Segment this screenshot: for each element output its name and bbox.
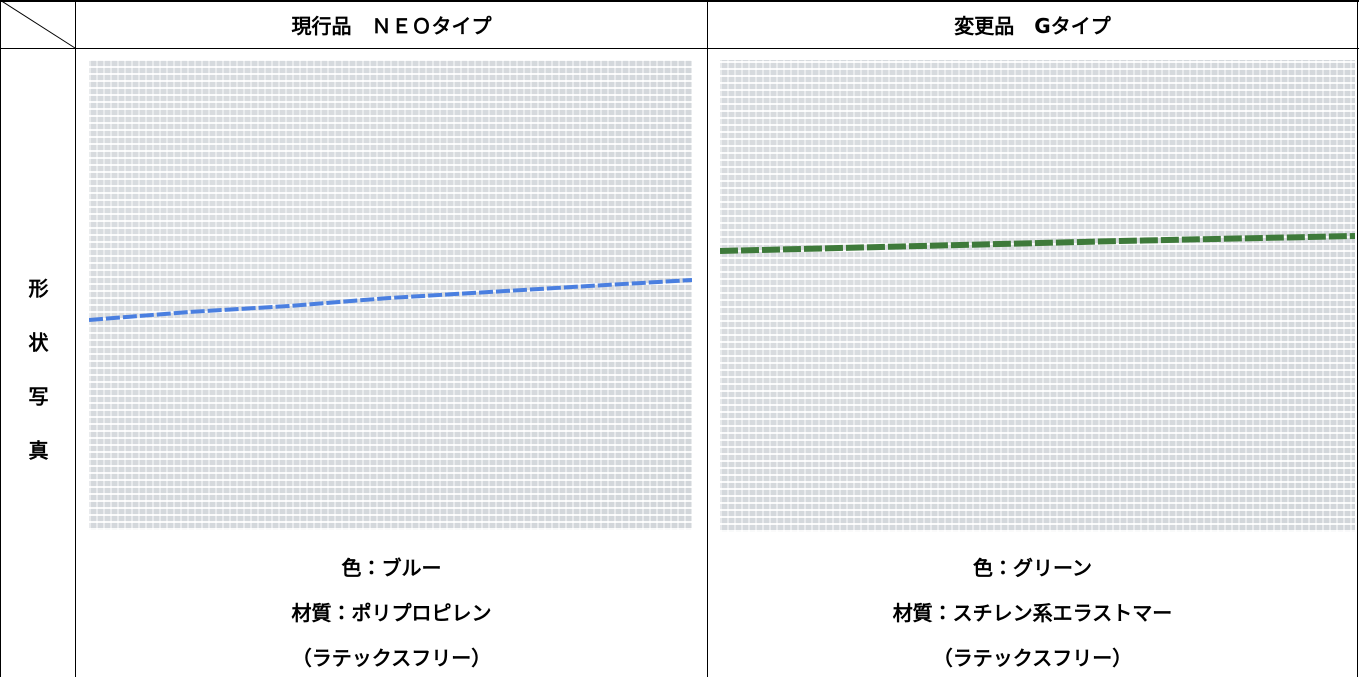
caption: 色：グリーン bbox=[973, 556, 1092, 580]
border bbox=[1357, 0, 1358, 677]
border bbox=[707, 0, 708, 677]
photo-green-thread bbox=[720, 60, 1355, 532]
border bbox=[75, 0, 76, 677]
caption: 材質：スチレン系エラストマー bbox=[892, 601, 1173, 625]
caption: （ラテックスフリー） bbox=[932, 646, 1133, 670]
border bbox=[0, 0, 1359, 2]
border bbox=[0, 48, 1359, 49]
caption: 色：ブルー bbox=[341, 556, 442, 580]
column-header: 現行品 ＮＥＯタイプ bbox=[291, 14, 492, 38]
diagonal bbox=[0, 0, 76, 49]
border bbox=[0, 0, 1, 677]
caption: （ラテックスフリー） bbox=[291, 646, 492, 670]
row-label: 形状写真 bbox=[25, 278, 49, 494]
photo-blue-thread bbox=[89, 60, 692, 530]
caption: 材質：ポリプロピレン bbox=[291, 601, 492, 625]
column-header: 変更品 Gタイプ bbox=[954, 14, 1111, 38]
